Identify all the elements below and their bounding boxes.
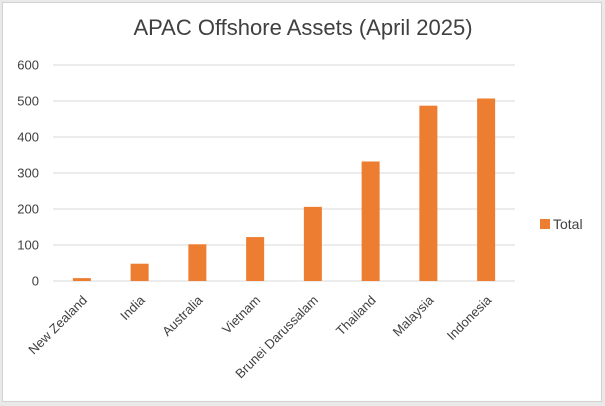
legend: Total	[540, 216, 583, 232]
bar-chart: 0 100 200 300 400 500 600 New Zealand India Aust…	[17, 58, 583, 382]
y-tick-label: 200	[17, 202, 39, 217]
x-tick-label: Malaysia	[390, 292, 437, 339]
x-tick-label: India	[117, 292, 148, 323]
y-tick-label: 100	[17, 238, 39, 253]
bar-india	[130, 263, 149, 281]
legend-swatch	[540, 219, 550, 229]
bar-australia	[188, 244, 207, 281]
y-tick-label: 600	[17, 58, 39, 73]
y-tick-label: 400	[17, 130, 39, 145]
bars	[72, 98, 496, 282]
x-tick-label: Vietnam	[219, 293, 263, 337]
bar-malaysia	[419, 105, 438, 282]
x-tick-label: Thailand	[333, 293, 379, 339]
y-axis-tick-labels: 0 100 200 300 400 500 600	[17, 58, 39, 289]
y-tick-label: 300	[17, 166, 39, 181]
y-tick-label: 0	[32, 274, 39, 289]
chart-title: APAC Offshore Assets (April 2025)	[133, 15, 473, 40]
bar-new-zealand	[72, 278, 91, 281]
y-tick-label: 500	[17, 94, 39, 109]
bar-indonesia	[477, 98, 496, 281]
bar-vietnam	[246, 237, 265, 281]
x-tick-label: Indonesia	[444, 292, 495, 343]
bar-brunei-darussalam	[303, 206, 322, 281]
gridlines	[53, 64, 515, 282]
x-tick-label: Australia	[159, 292, 206, 339]
chart-frame: APAC Offshore Assets (April 2025) 0 100 20…	[2, 2, 602, 402]
bar-thailand	[361, 161, 380, 281]
x-tick-label: New Zealand	[25, 293, 90, 358]
legend-label-total: Total	[553, 216, 583, 232]
